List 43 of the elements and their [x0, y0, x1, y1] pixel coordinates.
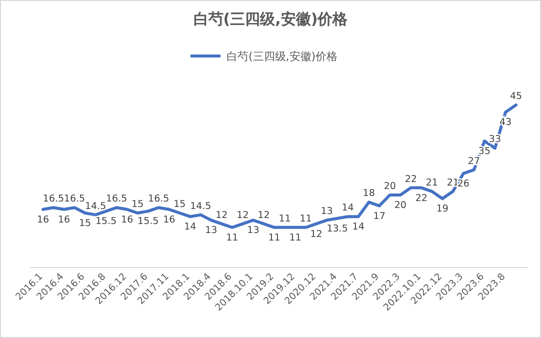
- data-label: 16.5: [106, 194, 128, 205]
- data-label: 14: [184, 222, 196, 233]
- data-label: 21: [426, 177, 438, 188]
- data-label: 11: [226, 232, 238, 244]
- data-label: 15.5: [138, 216, 159, 228]
- data-label: 16.5: [148, 194, 170, 205]
- data-label: 18: [362, 188, 375, 200]
- data-label: 11: [268, 232, 280, 244]
- data-label: 11: [278, 213, 291, 224]
- data-label: 15: [132, 199, 144, 210]
- data-label: 20: [394, 200, 406, 211]
- data-label: 13: [247, 225, 260, 236]
- data-label: 14: [352, 222, 364, 233]
- data-label: 12: [310, 228, 322, 240]
- data-label: 16: [163, 214, 176, 226]
- data-label: 13: [205, 225, 218, 236]
- data-label: 14.5: [84, 200, 106, 212]
- data-label: 12: [258, 210, 270, 221]
- data-label: 12: [236, 210, 249, 221]
- data-label: 15: [79, 218, 92, 229]
- data-label: 19: [436, 204, 448, 215]
- data-label: 16.5: [64, 194, 86, 205]
- data-label: 13.5: [326, 223, 348, 234]
- data-label: 16: [36, 214, 50, 226]
- data-label: 14.5: [190, 200, 212, 212]
- data-label: 17: [373, 210, 386, 222]
- data-label: 12: [216, 210, 228, 221]
- data-label: 16.5: [42, 194, 64, 205]
- chart-title: 白芍(三四级,安徽)价格: [193, 10, 349, 28]
- data-label: 11: [289, 232, 302, 244]
- data-label: 15: [174, 199, 186, 210]
- data-label: 14: [342, 202, 354, 214]
- data-label: 45: [510, 91, 522, 102]
- data-label: 16: [121, 214, 134, 226]
- legend-label: 白芍(三四级,安徽)价格: [226, 50, 338, 63]
- data-label: 11: [300, 213, 312, 224]
- data-label: 22: [404, 174, 417, 185]
- data-label: 15.5: [95, 216, 117, 228]
- data-label: 20: [384, 181, 396, 192]
- data-label: 13: [320, 206, 333, 218]
- data-label: 16: [58, 214, 70, 226]
- data-label: 22: [415, 192, 428, 204]
- data-label: 26: [457, 178, 470, 190]
